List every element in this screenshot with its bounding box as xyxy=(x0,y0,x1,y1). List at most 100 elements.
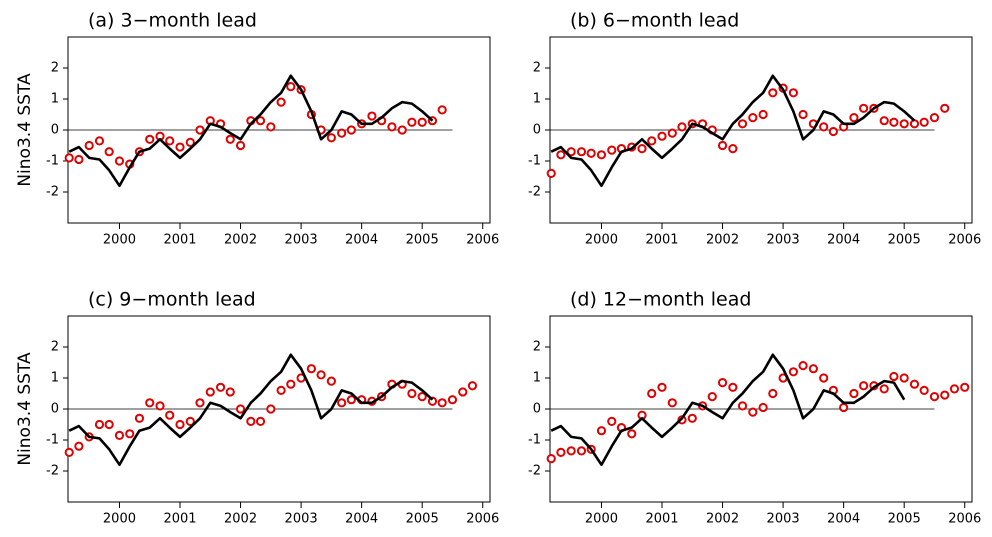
x-tick-label: 2004 xyxy=(827,233,860,248)
forecast-point xyxy=(84,140,94,151)
forecast-point xyxy=(306,364,316,374)
forecast-point xyxy=(566,446,576,456)
forecast-point xyxy=(647,136,657,146)
forecast-point xyxy=(337,398,347,408)
x-tick-label: 2004 xyxy=(345,512,378,527)
forecast-point xyxy=(717,140,728,151)
forecast-point xyxy=(849,388,859,399)
panel-title: (c) 9−month lead xyxy=(88,289,256,311)
forecast-point xyxy=(919,117,929,127)
forecast-point xyxy=(104,147,114,157)
x-tick-label: 2005 xyxy=(888,233,921,248)
forecast-point xyxy=(889,117,899,127)
forecast-point xyxy=(266,404,276,414)
forecast-point xyxy=(546,168,556,178)
panel-title: (b) 6−month lead xyxy=(570,10,739,32)
forecast-point xyxy=(165,136,175,146)
y-tick-label: -2 xyxy=(528,185,541,200)
forecast-point xyxy=(417,392,427,402)
forecast-point xyxy=(255,416,266,426)
forecast-point xyxy=(929,392,940,402)
forecast-point xyxy=(407,117,417,127)
forecast-point xyxy=(556,150,566,160)
x-tick-label: 2000 xyxy=(103,512,136,527)
forecast-point xyxy=(949,384,960,394)
forecast-point xyxy=(125,429,135,439)
forecast-point xyxy=(175,419,185,430)
forecast-point xyxy=(185,137,195,147)
forecast-point xyxy=(647,388,657,399)
x-tick-label: 2001 xyxy=(645,512,678,527)
forecast-point xyxy=(134,413,145,423)
forecast-point xyxy=(859,381,869,391)
forecast-point xyxy=(145,398,155,408)
forecast-point xyxy=(155,401,165,411)
forecast-point xyxy=(637,144,647,154)
forecast-point xyxy=(798,361,808,371)
forecast-point xyxy=(195,125,205,135)
forecast-point xyxy=(849,113,859,123)
forecast-point xyxy=(798,109,808,120)
forecast-point xyxy=(940,390,950,400)
y-tick-label: -2 xyxy=(528,464,541,479)
forecast-point xyxy=(899,373,909,383)
forecast-point xyxy=(717,378,728,388)
forecast-point xyxy=(758,109,768,120)
x-tick-label: 2003 xyxy=(285,233,318,248)
forecast-point xyxy=(737,401,748,411)
forecast-point xyxy=(437,105,447,115)
forecast-point xyxy=(667,128,677,138)
forecast-point xyxy=(758,402,768,413)
forecast-point xyxy=(246,416,256,426)
y-tick-label: -1 xyxy=(46,433,59,448)
forecast-point xyxy=(828,126,838,137)
forecast-point xyxy=(788,88,798,98)
y-tick-label: 0 xyxy=(533,123,541,138)
forecast-point xyxy=(235,140,246,151)
forecast-point xyxy=(788,367,798,377)
forecast-point xyxy=(286,82,296,92)
forecast-point xyxy=(266,122,276,132)
forecast-point xyxy=(607,145,617,155)
forecast-point xyxy=(808,364,818,374)
forecast-point xyxy=(417,117,427,127)
forecast-point xyxy=(748,113,758,123)
forecast-point xyxy=(768,88,778,98)
forecast-point xyxy=(367,111,377,121)
y-tick-label: 2 xyxy=(51,61,59,76)
forecast-point xyxy=(899,119,909,129)
y-tick-label: -1 xyxy=(528,433,541,448)
forecast-point xyxy=(737,119,748,129)
x-tick-label: 2002 xyxy=(706,233,739,248)
observed-line xyxy=(550,353,906,467)
y-tick-label: 1 xyxy=(51,92,59,107)
x-tick-label: 2006 xyxy=(948,512,981,527)
forecast-point xyxy=(397,125,407,135)
y-tick-label: 0 xyxy=(533,402,541,417)
forecast-point xyxy=(94,136,105,146)
forecast-point xyxy=(225,134,235,144)
forecast-point xyxy=(919,385,929,395)
x-tick-label: 2006 xyxy=(466,512,499,527)
x-tick-label: 2004 xyxy=(345,233,378,248)
x-tick-label: 2000 xyxy=(585,512,618,527)
y-tick-label: 2 xyxy=(51,340,59,355)
y-tick-label: -2 xyxy=(46,464,59,479)
forecast-point xyxy=(255,116,266,126)
forecast-point xyxy=(346,395,356,405)
panel-title: (d) 12−month lead xyxy=(570,289,751,311)
y-tick-label: 2 xyxy=(533,340,541,355)
forecast-point xyxy=(889,371,899,382)
y-tick-label: 0 xyxy=(51,402,59,417)
forecast-point xyxy=(447,395,458,405)
forecast-point xyxy=(74,154,84,165)
forecast-point xyxy=(940,103,950,113)
forecast-point xyxy=(879,384,889,394)
forecast-point xyxy=(64,447,74,457)
forecast-point xyxy=(104,419,114,430)
observed-line xyxy=(68,74,434,188)
forecast-point xyxy=(165,410,175,420)
x-tick-label: 2002 xyxy=(224,512,257,527)
x-tick-label: 2001 xyxy=(645,233,678,248)
y-tick-label: -1 xyxy=(46,154,59,169)
